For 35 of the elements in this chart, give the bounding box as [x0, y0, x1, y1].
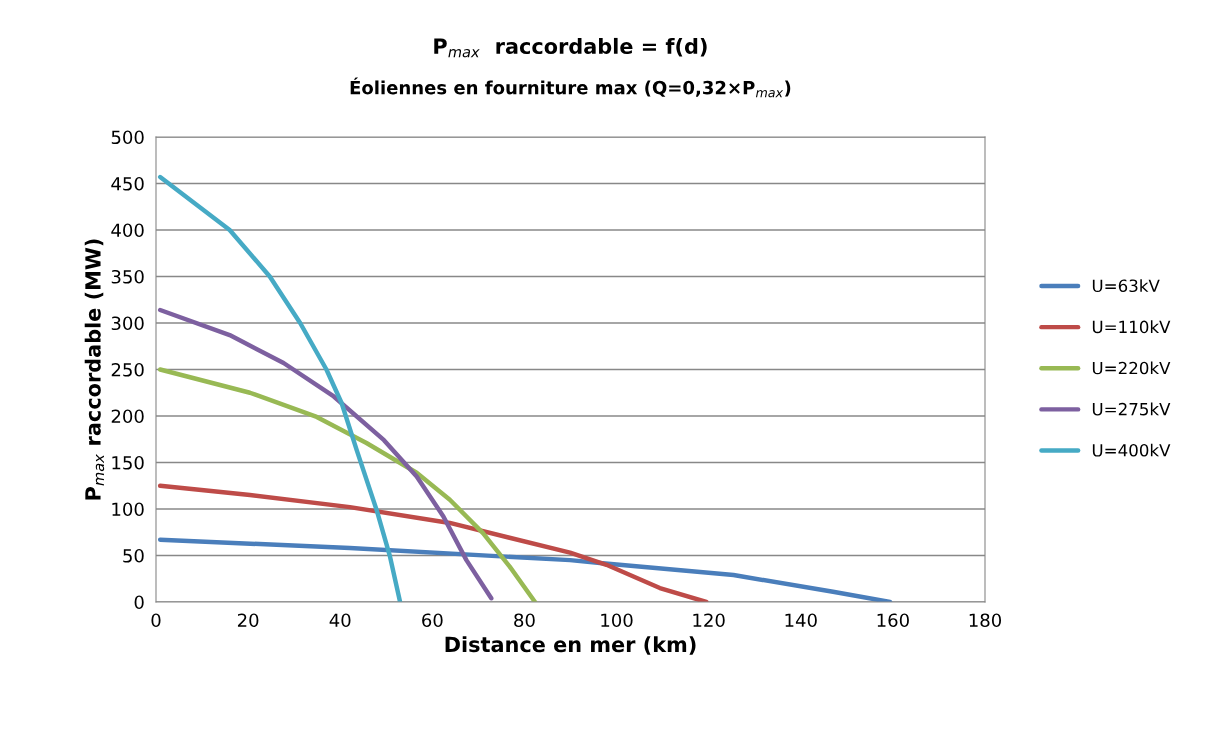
- x-tick-label: 40: [329, 613, 351, 628]
- y-tick-label: 500: [111, 130, 144, 145]
- x-tick-label: 120: [693, 613, 725, 628]
- legend-label: U=400kV: [1092, 443, 1171, 457]
- y-tick-label: 400: [111, 223, 144, 238]
- line-series: [157, 537, 893, 602]
- y-tick-label: 200: [111, 409, 144, 424]
- y-tick-label: 450: [111, 176, 144, 191]
- x-tick-label: 100: [601, 613, 633, 628]
- x-tick-label: 0: [151, 613, 161, 628]
- y-tick-label: 0: [134, 595, 144, 610]
- y-axis-title: P$_{max}$ raccordable (MW): [84, 239, 105, 500]
- y-tick-label: 250: [111, 362, 144, 377]
- y-tick-label: 50: [123, 548, 144, 563]
- x-tick-label: 160: [877, 613, 909, 628]
- chart-title: P$_{max}$ raccordable = f(d): [434, 37, 707, 58]
- x-tick-label: 140: [785, 613, 817, 628]
- legend-label: U=275kV: [1092, 402, 1171, 416]
- x-tick-label: 180: [969, 613, 1002, 628]
- x-tick-label: 20: [237, 613, 259, 628]
- x-tick-label: 80: [514, 613, 535, 628]
- y-tick-label: 150: [112, 455, 144, 470]
- line-series: [157, 367, 538, 602]
- x-tick-label: 60: [422, 613, 443, 628]
- y-tick-label: 350: [111, 269, 144, 284]
- chart-subtitle: Éoliennes en fourniture max (Q=0,32×P$_{max}$): [350, 77, 791, 98]
- legend-label: U=220kV: [1092, 361, 1171, 375]
- y-tick-label: 100: [112, 502, 144, 517]
- line-series: [157, 174, 403, 602]
- legend-label: U=110kV: [1092, 320, 1171, 334]
- x-axis-title: Distance en mer (km): [445, 636, 696, 655]
- line-series: [157, 483, 709, 602]
- y-tick-label: 300: [111, 316, 144, 331]
- legend-label: U=63kV: [1092, 279, 1160, 293]
- line-series: [157, 307, 494, 601]
